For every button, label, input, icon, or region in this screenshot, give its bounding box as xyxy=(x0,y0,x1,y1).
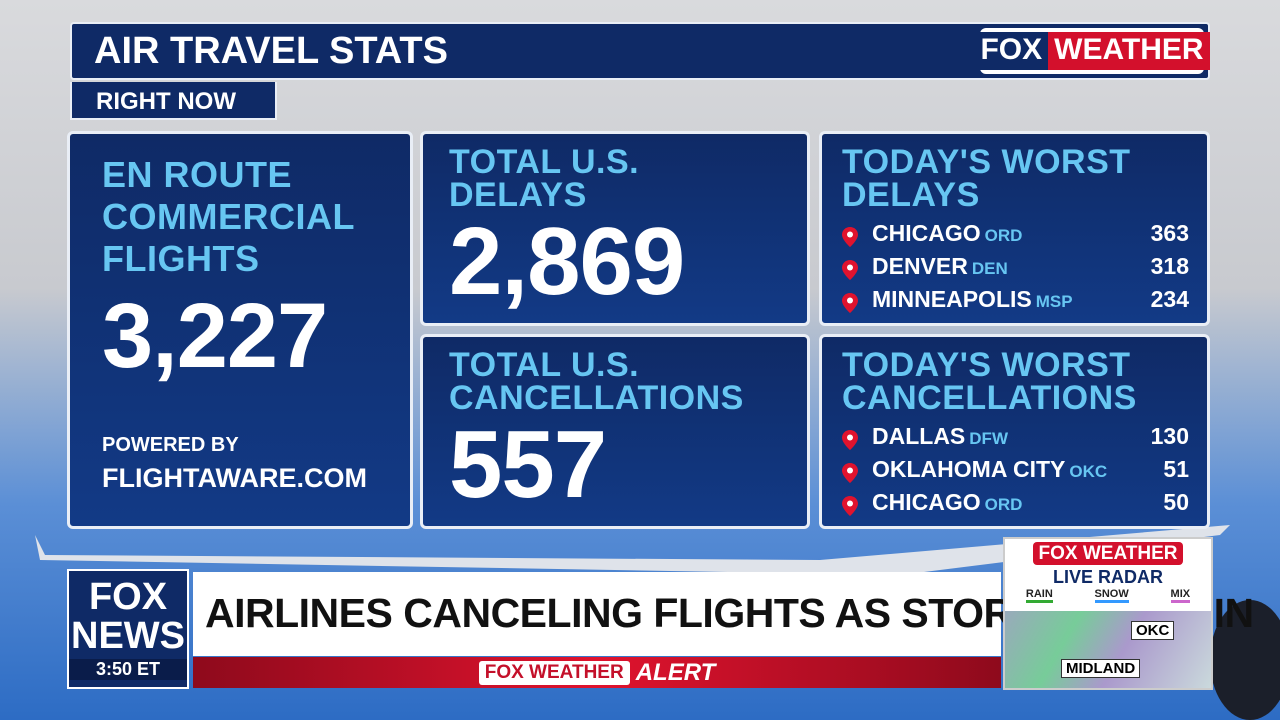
city: CHICAGO xyxy=(872,489,981,515)
legend-item: MIX xyxy=(1170,588,1191,603)
label: DELAYS xyxy=(842,176,980,214)
network-fox: FOX xyxy=(88,576,168,618)
plane-silhouette xyxy=(35,525,1280,720)
radar-title: LIVE RADAR xyxy=(1052,567,1163,587)
label: TOTAL U.S. xyxy=(449,346,640,384)
panel-en-route: EN ROUTE COMMERCIAL FLIGHTS 3,227 POWERE… xyxy=(67,131,413,529)
count: 234 xyxy=(1150,286,1189,312)
alert-brand: FOX WEATHER xyxy=(478,660,630,685)
label: TODAY'S WORST xyxy=(842,143,1131,181)
label: CANCELLATIONS xyxy=(842,379,1137,417)
label: FLIGHTS xyxy=(102,238,260,279)
city: CHICAGO xyxy=(872,220,981,246)
label: EN ROUTE xyxy=(102,154,293,195)
legend-item: SNOW xyxy=(1094,588,1129,603)
header-bar: AIR TRAVEL STATS FOX WEATHER xyxy=(70,22,1210,80)
map-label: OKC xyxy=(1131,621,1175,640)
code: OKC xyxy=(1069,462,1108,481)
network-news: NEWS xyxy=(71,615,185,657)
subtitle: RIGHT NOW xyxy=(70,82,277,120)
legend-item: RAIN xyxy=(1025,588,1053,603)
code: DFW xyxy=(969,429,1008,448)
list: CHICAGO ORD 363 DENVER DEN 318 MINNEAPOLIS MSP 2… xyxy=(842,220,1189,319)
label: TOTAL U.S. xyxy=(449,143,640,181)
row: DALLAS DFW 130 xyxy=(842,423,1189,456)
panel-cancellations: TOTAL U.S. CANCELLATIONS 557 xyxy=(420,334,810,529)
title: AIR TRAVEL STATS xyxy=(94,30,448,72)
label: TODAY'S WORST xyxy=(842,346,1131,384)
pin-icon xyxy=(842,226,858,247)
pin-icon xyxy=(842,429,858,450)
brand-weather: WEATHER xyxy=(1048,32,1210,70)
pin-icon xyxy=(842,462,858,483)
radar-box: FOX WEATHER LIVE RADAR RAIN SNOW MIX OKC… xyxy=(1003,537,1213,690)
code: ORD xyxy=(984,495,1023,514)
time: 3:50 ET xyxy=(69,659,187,680)
count: 51 xyxy=(1163,456,1189,482)
radar-legend: RAIN SNOW MIX xyxy=(1005,588,1211,603)
label: CANCELLATIONS xyxy=(449,379,744,417)
row: CHICAGO ORD 50 xyxy=(842,489,1189,522)
value: 2,869 xyxy=(449,208,685,315)
headline: AIRLINES CANCELING FLIGHTS AS STORM MOVE… xyxy=(193,572,1254,656)
count: 130 xyxy=(1150,423,1189,449)
list: DALLAS DFW 130 OKLAHOMA CITY OKC 51 CHICAGO ORD… xyxy=(842,423,1189,522)
value: 3,227 xyxy=(102,285,328,387)
network-logo: FOX NEWS 3:50 ET xyxy=(67,569,189,689)
alert-text: ALERT xyxy=(635,658,716,686)
count: 50 xyxy=(1163,489,1189,515)
panel-worst-delays: TODAY'S WORST DELAYS CHICAGO ORD 363 DENVER DE… xyxy=(819,131,1210,326)
row: DENVER DEN 318 xyxy=(842,253,1189,286)
code: DEN xyxy=(971,259,1008,278)
city: MINNEAPOLIS xyxy=(872,286,1032,312)
panel-worst-cancellations: TODAY'S WORST CANCELLATIONS DALLAS DFW 130 OK… xyxy=(819,334,1210,529)
radar-brand: FOX WEATHER xyxy=(1032,542,1184,565)
label: COMMERCIAL xyxy=(102,196,355,237)
label: DELAYS xyxy=(449,176,587,214)
map-label: MIDLAND xyxy=(1061,659,1141,678)
city: DENVER xyxy=(872,253,968,279)
radar-map: OKC MIDLAND xyxy=(1005,611,1211,688)
count: 363 xyxy=(1150,220,1189,246)
pin-icon xyxy=(842,292,858,313)
panel-delays: TOTAL U.S. DELAYS 2,869 xyxy=(420,131,810,326)
row: CHICAGO ORD 363 xyxy=(842,220,1189,253)
code: ORD xyxy=(984,226,1023,245)
credit: FLIGHTAWARE.COM xyxy=(102,463,367,493)
pin-icon xyxy=(842,259,858,280)
city: OKLAHOMA CITY xyxy=(872,456,1066,482)
city: DALLAS xyxy=(872,423,966,449)
code: MSP xyxy=(1035,292,1073,311)
pin-icon xyxy=(842,495,858,516)
count: 318 xyxy=(1150,253,1189,279)
row: OKLAHOMA CITY OKC 51 xyxy=(842,456,1189,489)
value: 557 xyxy=(449,411,607,518)
credit: POWERED BY xyxy=(102,434,239,456)
alert-bar: FOX WEATHER ALERT xyxy=(193,657,1001,688)
row: MINNEAPOLIS MSP 234 xyxy=(842,286,1189,319)
brand-logo: FOX WEATHER xyxy=(974,28,1210,74)
brand-fox: FOX xyxy=(974,32,1049,70)
